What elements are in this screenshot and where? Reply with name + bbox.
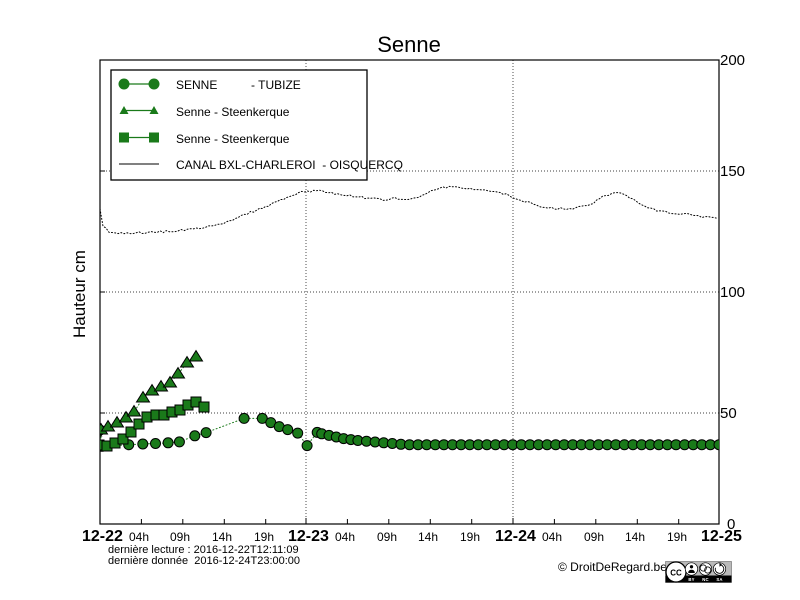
- svg-text:SA: SA: [716, 577, 722, 582]
- svg-text:CC: CC: [670, 568, 682, 577]
- svg-text:BY: BY: [688, 577, 694, 582]
- svg-text:NC: NC: [702, 577, 709, 582]
